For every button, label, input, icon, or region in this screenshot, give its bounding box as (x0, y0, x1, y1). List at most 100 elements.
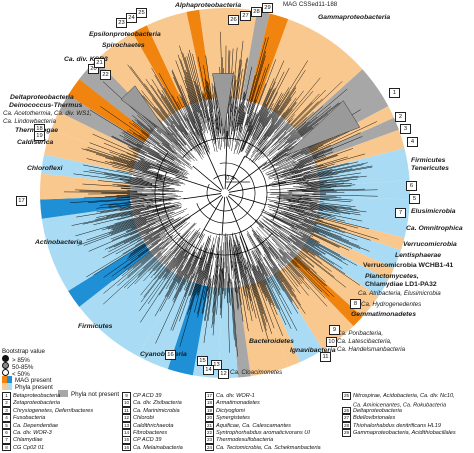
key-number: 3 (2, 406, 11, 415)
clade-label-latescibacteria: Ca. Latescibacteria, (337, 338, 392, 345)
clade-label-caldiserica: Caldiserica (17, 139, 54, 146)
clade-number-box: 29 (262, 3, 273, 13)
clade-label-firmicutes-right: Firmicutes (411, 157, 446, 164)
clade-sector (167, 283, 209, 376)
key-text: CG Cp02 01 (13, 444, 45, 451)
key-row: 26 Deltaproteobacteria (342, 406, 402, 415)
key-text: Thermodesulfobacteria (216, 437, 274, 444)
clade-sector (138, 276, 196, 369)
key-row: 22 Syntrophorhabdus aromaticivorans UI (205, 429, 310, 437)
branch-arc (182, 137, 281, 221)
clade-sector (238, 282, 289, 377)
branch-stem (192, 165, 223, 191)
clade-label-verrucomicrobia: Verrucomicrobia (403, 241, 457, 248)
key-number: 22 (205, 429, 214, 437)
clade-label-handelsmanbacteria: Ca. Handelsmanbacteria (337, 346, 406, 353)
clade-sector (41, 154, 133, 184)
key-text: Gammaproteobacteria, Acidithiobacillales (353, 430, 456, 436)
branch-stem (228, 162, 268, 191)
collapsed-clade (284, 100, 361, 157)
clade-label-spirochaetes: Spirochaetes (102, 42, 145, 49)
clade-number-box: 4 (407, 137, 418, 147)
key-row: 18 Armatimonadetes (205, 399, 260, 407)
clade-number-box: 1 (389, 88, 400, 98)
clade-number-box: 21 (94, 58, 105, 68)
clade-number-box: 15 (197, 356, 208, 366)
clade-number-box: 16 (165, 350, 176, 360)
key-row: 11 Ca. Marinimicrobia (122, 406, 180, 415)
key-number: 28 (342, 421, 351, 430)
key-number: 11 (122, 406, 131, 415)
clade-number-box: 22 (100, 70, 111, 80)
key-number: 16 (122, 443, 131, 452)
clade-label-gammaproteobacteria: Gammaproteobacteria (318, 14, 391, 21)
clade-number-box: 19 (34, 131, 45, 141)
clade-label-tenericutes: Tenericutes (411, 165, 449, 172)
key-number: 29 (342, 429, 351, 437)
key-text: Deltaproteobacteria (353, 407, 402, 414)
key-text: CP ACD 39 (133, 393, 162, 399)
clade-sector (257, 19, 363, 130)
key-text: Armatimonadetes (216, 400, 260, 407)
key-row: 7 Chlamydiae (2, 436, 43, 444)
clade-number-box: 3 (400, 124, 411, 134)
key-text: Ca. div. WOR-3 (13, 430, 52, 436)
key-row: 19 Dictyoglomi (205, 406, 245, 415)
clade-sector (303, 237, 389, 297)
key-row: 28 Thiohalorhabdus denitrificans HL19 (342, 421, 442, 430)
clade-sector (51, 111, 140, 161)
key-text: Synergistetes (216, 415, 250, 422)
blue-swatch (7, 376, 12, 383)
clade-number-box: 26 (228, 15, 239, 25)
branch-stem (226, 196, 249, 251)
key-row: 13 Caldithrichaeota (122, 421, 173, 430)
key-number: 14 (122, 429, 131, 437)
key-number: 15 (122, 436, 131, 444)
key-number: 5 (2, 421, 11, 430)
branch-stem (198, 196, 224, 239)
key-row: 3 Chrysiogenetes, Deferribacteres (2, 406, 93, 415)
clade-label-bacteroidetes: Bacteroidetes (249, 338, 294, 345)
key-number: 20 (205, 414, 214, 422)
clade-label-planctomycetes: Planctomycetes, (365, 273, 419, 280)
key-row: 24 Ca. Tectomicrobia, Ca. Schekmanbacteri… (205, 443, 321, 452)
clade-number-box: 24 (126, 13, 137, 23)
branch-stem (228, 181, 287, 193)
key-text: Ca. Melainabacteria (133, 444, 183, 451)
branch-stem (227, 195, 264, 229)
clade-label-lindowbacteria: Ca. Lindowbacteria (3, 118, 56, 125)
clade-label-firmicutes-left: Firmicutes (78, 323, 113, 330)
clade-number-box: 8 (350, 299, 361, 309)
key-row: 17 Ca. div. WOR-1 (205, 392, 255, 400)
clade-label-poribacteria: Ca. Poribacteria, (337, 330, 384, 337)
clade-number-box: 25 (136, 8, 147, 18)
bootstrap-title: Bootstrap value (2, 348, 45, 355)
clade-label-alphaproteobacteria: Alphaproteobacteria (175, 2, 242, 9)
clade-label-lentisphaerae: Lentisphaerae (395, 252, 442, 259)
clade-sector (257, 279, 301, 367)
key-row: 14 Fibrobacteres (122, 429, 167, 437)
clade-sector (132, 25, 185, 111)
grey-circle-icon (2, 362, 9, 369)
clade-sector (146, 12, 206, 107)
branch-stem (228, 193, 266, 205)
clade-sector (290, 256, 363, 327)
key-text: CP ACD 39 (133, 437, 162, 444)
key-text: Chlamydiae (13, 437, 43, 444)
clade-label-deltaproteobacteria: Deltaproteobacteria (10, 94, 74, 101)
branch-stem (183, 193, 222, 200)
branch-stem (203, 145, 224, 190)
collapsed-clade (212, 73, 234, 134)
bootstrap-item-mid: 50-85% (2, 362, 33, 371)
key-number: 6 (2, 429, 11, 437)
clade-label-gemmatimonadetes: Gemmatimonadetes (351, 311, 416, 318)
clade-label-acetothermia: Ca. Acetothermia, Ca. div. WS1, (3, 110, 92, 117)
clade-number-box: 2 (395, 112, 406, 122)
key-text: Fibrobacteres (133, 430, 168, 436)
key-text: Ca. Tectomicrobia, Ca. Schekmanbacteria (216, 444, 321, 451)
key-number: 27 (342, 414, 351, 422)
key-text: Thiohalorhabdus denitrificans HL19 (353, 422, 442, 429)
key-number: 12 (122, 414, 131, 422)
clade-sector (317, 148, 410, 187)
key-row: 2 Zetaproteobacteria (2, 399, 60, 407)
